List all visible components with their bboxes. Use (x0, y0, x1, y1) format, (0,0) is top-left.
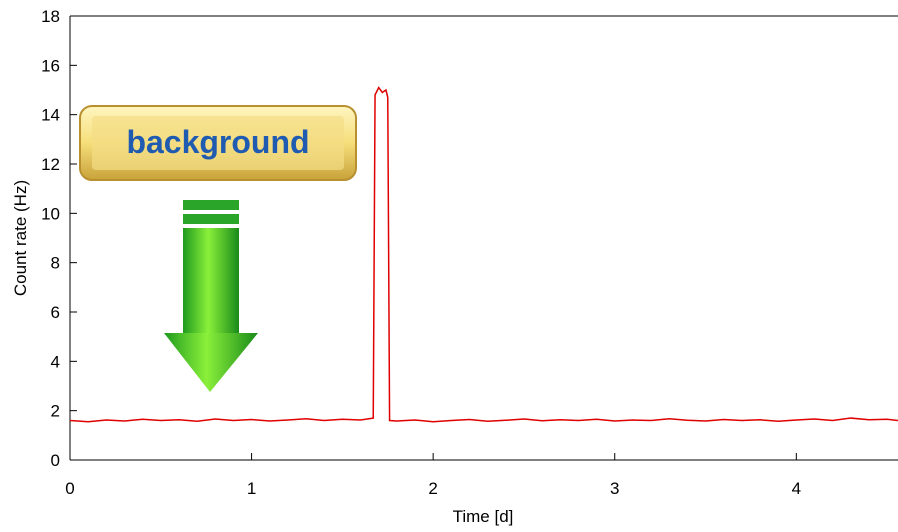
y-tick-label: 8 (51, 254, 60, 273)
y-tick-label: 6 (51, 303, 60, 322)
y-tick-label: 18 (41, 7, 60, 26)
x-tick-label: 0 (65, 479, 74, 498)
y-tick-label: 12 (41, 155, 60, 174)
y-tick-label: 16 (41, 56, 60, 75)
y-tick-label: 14 (41, 106, 60, 125)
x-tick-label: 3 (610, 479, 619, 498)
x-tick-label: 2 (428, 479, 437, 498)
annotation-text: background (126, 124, 309, 160)
arrow (164, 200, 258, 392)
annotation-inner (92, 116, 344, 170)
x-axis-label: Time [d] (453, 507, 514, 526)
y-axis-label: Count rate (Hz) (11, 180, 30, 296)
y-tick-label: 4 (51, 352, 60, 371)
y-tick-label: 0 (51, 451, 60, 470)
y-tick-label: 10 (41, 204, 60, 223)
data-line (69, 86, 898, 423)
y-tick-label: 2 (51, 402, 60, 421)
x-tick-label: 4 (792, 479, 801, 498)
x-tick-label: 1 (247, 479, 256, 498)
